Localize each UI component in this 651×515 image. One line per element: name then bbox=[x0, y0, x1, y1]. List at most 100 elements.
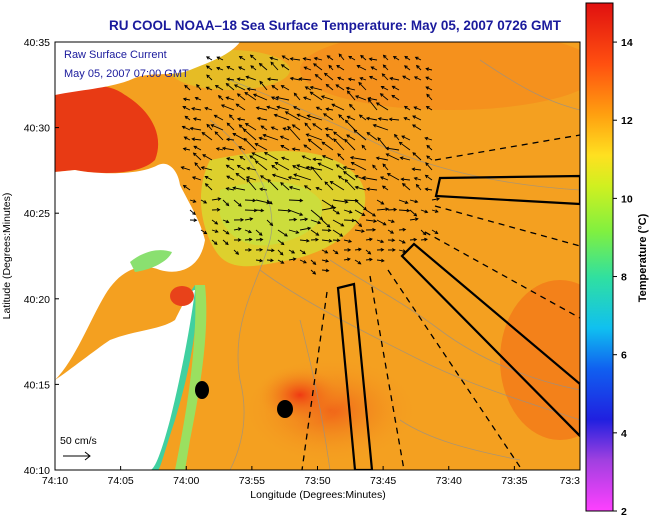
current-vector-head bbox=[182, 184, 187, 189]
current-vector bbox=[303, 144, 312, 151]
current-vector bbox=[245, 123, 257, 131]
current-vector-head bbox=[372, 123, 377, 128]
current-vector bbox=[369, 58, 378, 61]
current-vector bbox=[360, 77, 367, 81]
current-vector-head bbox=[325, 268, 330, 273]
current-vector bbox=[244, 238, 252, 241]
current-vector-head bbox=[236, 93, 241, 97]
current-vector bbox=[310, 219, 321, 224]
current-vector-head bbox=[236, 77, 241, 82]
current-vector bbox=[292, 148, 301, 151]
y-tick-label: 40:10 bbox=[24, 465, 50, 477]
current-vector-head bbox=[260, 175, 264, 179]
current-vector bbox=[376, 259, 384, 262]
current-vector bbox=[192, 176, 202, 181]
current-vector bbox=[288, 258, 296, 261]
current-vector bbox=[382, 73, 389, 81]
current-vector bbox=[299, 78, 312, 81]
current-vector bbox=[271, 165, 279, 171]
current-vector bbox=[260, 175, 268, 181]
current-vector bbox=[333, 138, 345, 151]
current-vector bbox=[426, 68, 433, 71]
x-tick-label: 74:00 bbox=[173, 475, 199, 487]
current-vector-head bbox=[324, 127, 329, 131]
current-vector bbox=[332, 239, 340, 241]
current-vector bbox=[226, 157, 235, 161]
current-vector-head bbox=[361, 144, 366, 149]
current-vector-head bbox=[248, 229, 252, 234]
current-vector-head bbox=[401, 182, 406, 187]
current-vector bbox=[260, 125, 268, 131]
current-vector-head bbox=[380, 258, 385, 263]
current-vector-head bbox=[313, 63, 317, 67]
current-vector bbox=[326, 134, 334, 141]
current-vector-head bbox=[310, 166, 315, 170]
colorbar-tick-label: 6 bbox=[621, 350, 627, 362]
current-vector bbox=[200, 229, 207, 234]
current-vector-head bbox=[232, 186, 237, 190]
current-vector bbox=[281, 157, 290, 161]
current-vector bbox=[321, 239, 332, 242]
current-vector bbox=[183, 185, 191, 191]
current-vector bbox=[382, 163, 389, 171]
current-vector bbox=[376, 199, 384, 205]
current-vector-head bbox=[193, 145, 198, 150]
current-vector bbox=[214, 131, 224, 141]
current-vector-head bbox=[248, 237, 253, 242]
current-vector bbox=[276, 106, 290, 111]
current-vector-head bbox=[273, 113, 278, 118]
current-vector bbox=[332, 219, 344, 227]
current-vector-head bbox=[258, 136, 263, 141]
current-vector-head bbox=[303, 260, 307, 264]
current-vector bbox=[366, 117, 378, 121]
current-vector bbox=[277, 249, 284, 256]
current-vector bbox=[401, 135, 411, 141]
current-vector bbox=[355, 186, 367, 191]
current-vector-head bbox=[353, 129, 358, 133]
current-vector-head bbox=[380, 201, 385, 205]
current-vector-head bbox=[280, 182, 284, 186]
current-vector-head bbox=[236, 117, 241, 122]
current-vector bbox=[361, 145, 367, 151]
current-vector-head bbox=[225, 230, 230, 235]
current-vector bbox=[181, 166, 191, 171]
current-vector bbox=[237, 118, 246, 121]
current-vector bbox=[416, 65, 422, 71]
current-vector bbox=[277, 239, 285, 245]
current-vector-head bbox=[228, 114, 233, 118]
current-vector bbox=[321, 199, 334, 208]
current-vector bbox=[326, 108, 334, 111]
current-vector bbox=[226, 138, 235, 141]
current-vector bbox=[337, 153, 345, 161]
current-vector-head bbox=[260, 208, 265, 213]
current-vector bbox=[195, 97, 202, 101]
current-vector-head bbox=[226, 66, 231, 70]
current-vector-head bbox=[315, 232, 320, 236]
y-tick-label: 40:35 bbox=[24, 37, 50, 49]
current-vector bbox=[304, 122, 312, 131]
current-vector-head bbox=[337, 76, 341, 81]
current-vector-head bbox=[361, 176, 366, 180]
current-vector bbox=[271, 126, 279, 131]
current-vector-head bbox=[259, 247, 264, 252]
current-vector-head bbox=[319, 216, 324, 221]
current-vector bbox=[365, 219, 377, 222]
current-vector bbox=[348, 56, 356, 61]
current-vector bbox=[353, 129, 367, 141]
current-vector bbox=[259, 81, 268, 91]
current-vector bbox=[294, 92, 301, 101]
current-vector-head bbox=[415, 183, 420, 188]
current-vector bbox=[206, 74, 213, 81]
current-vector-head bbox=[425, 67, 430, 71]
current-vector bbox=[183, 98, 191, 101]
current-vector-head bbox=[333, 138, 337, 142]
current-vector bbox=[237, 164, 246, 171]
current-vector bbox=[390, 77, 400, 81]
current-vector-head bbox=[325, 259, 330, 263]
current-vector-head bbox=[271, 173, 276, 178]
current-vector bbox=[316, 106, 323, 111]
current-vector bbox=[332, 199, 348, 203]
current-vector bbox=[277, 259, 284, 264]
y-tick-label: 40:30 bbox=[24, 123, 50, 135]
current-vector-head bbox=[382, 64, 387, 69]
